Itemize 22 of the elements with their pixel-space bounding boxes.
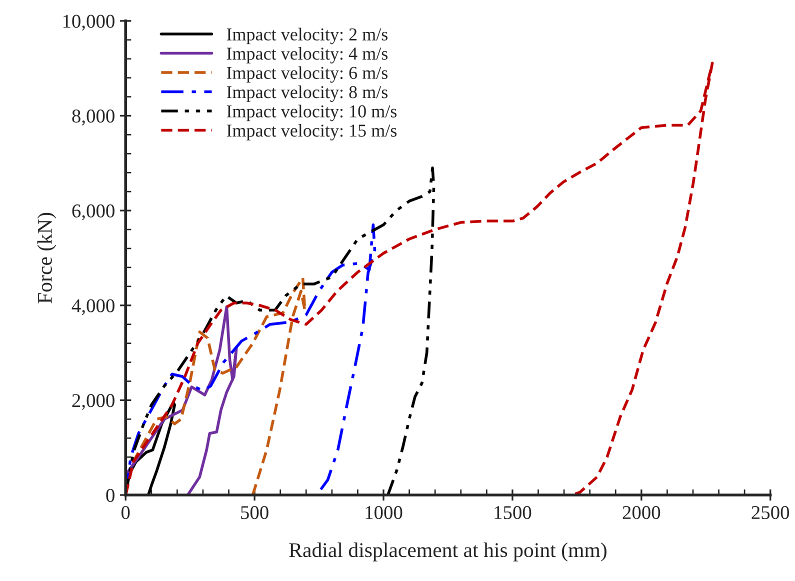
line-series	[126, 62, 714, 496]
legend-label: Impact velocity: 10 m/s	[226, 104, 397, 122]
legend-label: Impact velocity: 8 m/s	[226, 86, 388, 102]
y-tick-label: 8,000	[72, 110, 114, 126]
y-tick-label: 10,000	[63, 14, 114, 31]
y-tick-label: 4,000	[72, 299, 114, 316]
y-tick-label: 2,000	[72, 394, 114, 410]
legend-label: Impact velocity: 4 m/s	[226, 47, 388, 64]
x-tick-label: 1000	[366, 506, 402, 520]
x-axis-title: Radial displacement at his point (mm)	[289, 542, 606, 562]
y-tick-label: 6,000	[72, 204, 114, 220]
legend-label: Impact velocity: 2 m/s	[226, 28, 388, 44]
legend-label: Impact velocity: 6 m/s	[226, 66, 388, 83]
x-tick-label: 2500	[752, 506, 790, 520]
y-tick-label: 0	[106, 488, 114, 502]
y-axis-title: Force (kN)	[37, 212, 56, 304]
x-tick-label: 1500	[494, 506, 532, 520]
line-series	[126, 305, 238, 496]
x-tick-label: 2000	[622, 506, 660, 520]
legend-label: Impact velocity: 15 m/s	[226, 124, 397, 140]
x-tick-label: 500	[241, 506, 268, 520]
x-tick-label: 0	[121, 506, 130, 520]
